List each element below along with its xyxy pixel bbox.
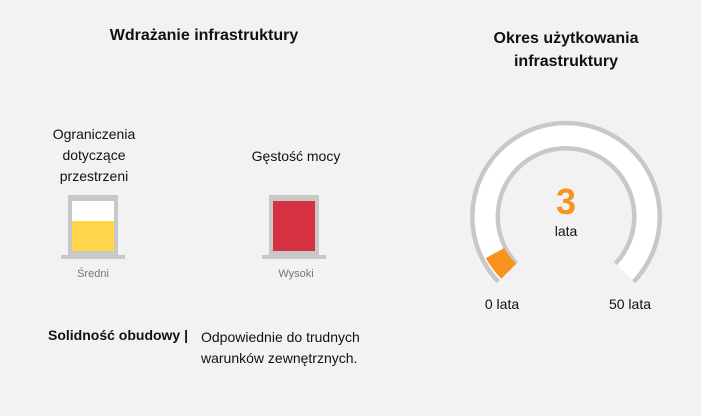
space-constraints-level: Średni bbox=[77, 268, 109, 280]
robustness-label: Solidność obudowy | bbox=[48, 327, 189, 343]
lifespan-gauge bbox=[470, 118, 670, 298]
gauge-min-label: 0 lata bbox=[484, 296, 520, 312]
robustness-value: Odpowiednie do trudnych warunków zewnętr… bbox=[201, 329, 360, 366]
power-density-meter bbox=[261, 193, 331, 265]
lifespan-unit: lata bbox=[554, 223, 578, 239]
lifespan-value: 3 bbox=[555, 181, 577, 222]
power-density-label: Gęstość mocy bbox=[251, 148, 341, 164]
space-constraints-label: Ograniczenia dotyczące przestrzeni bbox=[52, 126, 136, 184]
lifespan-title: Okres użytkowania infrastruktury bbox=[493, 30, 639, 70]
gauge-max-label: 50 lata bbox=[608, 296, 652, 312]
deployment-title: Wdrażanie infrastruktury bbox=[109, 27, 299, 44]
power-density-level: Wysoki bbox=[278, 268, 314, 280]
space-constraints-meter bbox=[60, 193, 130, 265]
